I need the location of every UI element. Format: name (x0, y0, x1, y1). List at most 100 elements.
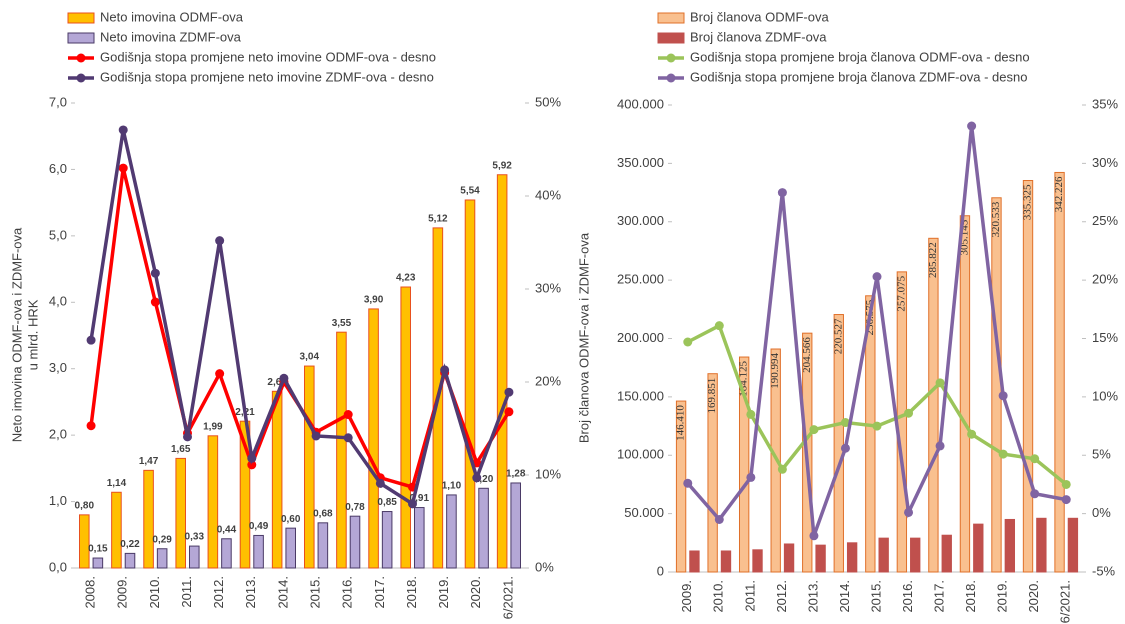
bar (896, 271, 908, 573)
y2-tick-label: 10% (1092, 388, 1118, 403)
x-tick-label: 2009. (115, 576, 130, 609)
x-tick-label: 2019. (436, 576, 451, 609)
y-axis-title: u mlrd. HRK (25, 299, 40, 370)
y-tick-label: 1,0 (49, 493, 67, 508)
data-label: 2,66 (267, 377, 287, 388)
bar (336, 331, 347, 569)
y2-tick-label: 20% (535, 373, 561, 388)
line-marker (935, 378, 945, 388)
y-tick-label: 100.000 (617, 447, 664, 462)
bar (1022, 180, 1034, 573)
bar (752, 549, 763, 573)
line-marker (872, 272, 882, 282)
x-tick-label: 2008. (83, 576, 98, 609)
data-label: 1,20 (474, 474, 494, 485)
line-marker (683, 337, 693, 347)
bar (910, 537, 921, 573)
line-marker (440, 365, 450, 375)
bar (92, 557, 104, 569)
data-label: 190.994 (769, 353, 781, 389)
x-tick-label: 2011. (179, 576, 194, 608)
line-marker (375, 478, 385, 488)
bar (720, 550, 732, 573)
legend-swatch (67, 32, 95, 44)
data-label: 0,85 (377, 497, 397, 508)
x-tick-label: 2018. (404, 576, 419, 609)
data-label: 0,33 (185, 532, 205, 543)
bar (349, 515, 361, 569)
data-label: 1,28 (506, 469, 526, 480)
legend-label: Godišnja stopa promjene broja članova ZD… (690, 69, 1027, 84)
bar (79, 514, 90, 569)
y-tick-label: 2,0 (49, 427, 67, 442)
x-tick-label: 2016. (340, 576, 355, 609)
line-marker (311, 431, 321, 441)
data-label: 1,10 (442, 481, 462, 492)
legend-swatch (657, 32, 685, 44)
y2-tick-label: 35% (1092, 96, 1118, 111)
y-tick-label: 5,0 (49, 227, 67, 242)
bar (878, 537, 889, 573)
bar (446, 494, 457, 569)
x-tick-label: 2017. (932, 580, 947, 613)
bar (381, 511, 393, 569)
line-marker (714, 514, 724, 524)
legend-label: Broj članova ODMF-ova (690, 9, 829, 24)
legend-swatch (67, 12, 95, 24)
line-marker (118, 125, 128, 135)
bar (973, 523, 984, 573)
y2-tick-label: 20% (1092, 272, 1118, 287)
data-label: 0,29 (152, 534, 172, 545)
line-marker (1061, 479, 1071, 489)
bar (400, 286, 411, 569)
bar (221, 538, 232, 569)
legend-label: Neto imovina ZDMF-ova (100, 29, 242, 44)
bar (304, 365, 315, 569)
line-marker (118, 163, 128, 173)
data-label: 1,99 (203, 421, 223, 432)
line-marker (408, 499, 417, 509)
bar (941, 534, 952, 573)
line-marker (809, 531, 819, 541)
y-tick-label: 0,0 (49, 559, 67, 574)
bar (253, 534, 264, 569)
line-marker (183, 432, 192, 442)
y2-tick-label: 5% (1092, 447, 1111, 462)
data-label: 3,04 (300, 352, 320, 363)
line-marker (967, 429, 977, 439)
data-label: 1,14 (107, 478, 127, 489)
line-marker (746, 472, 756, 482)
data-label: 342.226 (1053, 176, 1065, 212)
data-label: 3,90 (364, 295, 384, 306)
line-marker (998, 391, 1008, 401)
line-marker (935, 441, 945, 451)
y2-tick-label: -5% (1092, 563, 1116, 578)
bar (478, 487, 489, 569)
y-tick-label: 0 (657, 563, 664, 578)
bar (271, 390, 283, 569)
line (89, 129, 511, 507)
data-label: 204.566 (801, 337, 813, 373)
bar (464, 199, 476, 569)
legend-swatch (657, 12, 685, 24)
data-label: 257.075 (895, 275, 907, 311)
legend-label: Godišnja stopa promjene neto imovine ODM… (100, 49, 436, 64)
legend-marker (666, 53, 676, 63)
data-label: 335.325 (1022, 184, 1034, 220)
x-tick-label: 2009. (679, 580, 694, 613)
data-label: 5,54 (460, 186, 480, 197)
legend-marker (666, 73, 676, 83)
bar (1036, 517, 1047, 573)
data-label: 0,22 (120, 539, 140, 550)
bar (833, 314, 844, 573)
legend-label: Godišnja stopa promjene neto imovine ZDM… (100, 69, 434, 84)
line-marker (150, 268, 160, 278)
legend-marker (76, 53, 86, 63)
x-tick-label: 2015. (308, 576, 323, 609)
line-marker (809, 425, 819, 435)
x-tick-label: 2011. (742, 580, 757, 612)
y-tick-label: 300.000 (617, 213, 664, 228)
bar (991, 197, 1002, 573)
legend-label: Neto imovina ODMF-ova (100, 9, 244, 24)
